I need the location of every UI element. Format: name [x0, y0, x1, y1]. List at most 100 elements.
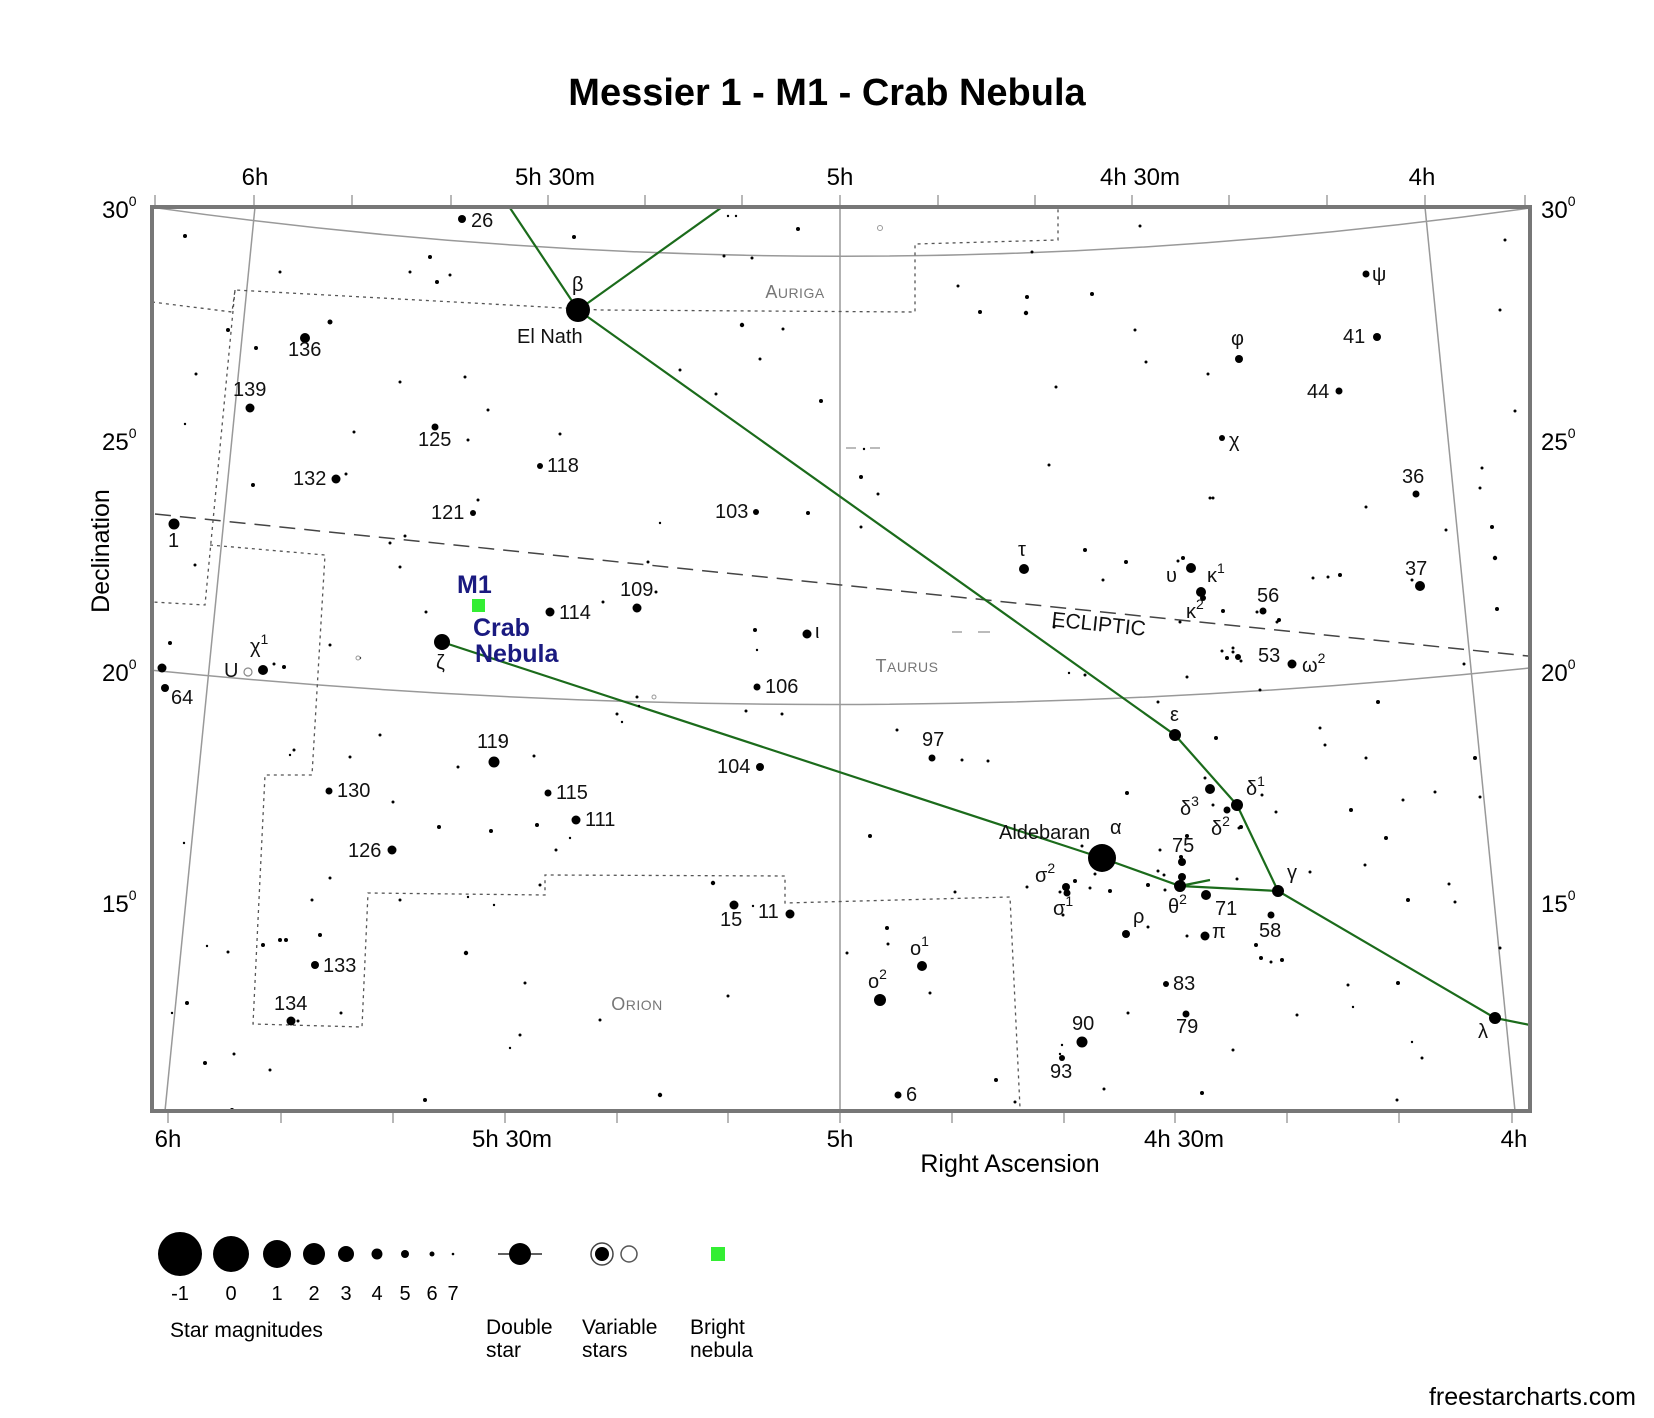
star-44: [1335, 387, 1343, 395]
star-label-n126: 126: [348, 840, 381, 862]
star-label-n26: 26: [471, 210, 493, 232]
axis-ticks: [154, 195, 1526, 1123]
star-label-sup-o2: 2: [879, 966, 887, 982]
star-label-n41: 41: [1343, 326, 1365, 348]
star-label-n97: 97: [922, 729, 944, 751]
star-label-u_ori: U: [224, 660, 238, 682]
star-label-chi1_ori: χ1: [250, 631, 269, 658]
star-125: [431, 423, 439, 431]
star-u-ori: [243, 667, 253, 677]
legend-magnitude-dots: [158, 1232, 455, 1276]
star-label-rho: ρ: [1133, 906, 1144, 928]
dec-left-15: 150: [102, 887, 137, 918]
star-alpha: [1088, 844, 1116, 872]
constellation-label-orion: ORION: [611, 994, 663, 1014]
chart-frame: [150, 205, 1532, 1113]
ra-top-4h: 4h: [1409, 164, 1436, 191]
star-53: [1235, 654, 1241, 660]
star-sigma2: [1062, 883, 1070, 891]
star-1: [168, 518, 180, 530]
star-133: [311, 961, 319, 969]
star-kappa1: [1196, 587, 1206, 597]
dec-right-25: 250: [1541, 425, 1576, 456]
star-delta2: [1223, 806, 1231, 814]
ra-bottom-6h: 6h: [155, 1126, 182, 1153]
star-pi: [1200, 931, 1210, 941]
star-label-n93: 93: [1050, 1061, 1072, 1083]
star-label-sup-theta2: 2: [1179, 891, 1187, 907]
star-label-n37: 37: [1405, 558, 1427, 580]
star-93: [1059, 1055, 1065, 1061]
star-label-omega2: ω2: [1302, 650, 1326, 677]
star-119: [488, 756, 500, 768]
labeled-stars: [157, 215, 1501, 1099]
constellation-label-auriga: AURIGA: [765, 282, 825, 302]
star-label-n104: 104: [717, 756, 750, 778]
credit-text[interactable]: freestarcharts.com: [1429, 1383, 1636, 1411]
star-label-sup-o1: 1: [921, 933, 929, 949]
star-label-n121: 121: [431, 502, 464, 524]
star-label-n56: 56: [1257, 585, 1279, 607]
star-136: [300, 333, 310, 343]
star-label-chi_tau: χ: [1229, 430, 1240, 452]
star-label-kappa1: κ1: [1207, 560, 1225, 587]
star-label-epsilon: ε: [1170, 704, 1179, 726]
star-90: [1076, 1036, 1088, 1048]
map-area: AURIGA TAURUS ORION ECLIPTIC M1 Crab Neb…: [152, 207, 1530, 1111]
star-label-sup-kappa2: 2: [1196, 596, 1204, 612]
legend-magnitude-label: -1: [171, 1283, 189, 1305]
star-58: [1267, 911, 1275, 919]
chart-title: Messier 1 - M1 - Crab Nebula: [568, 72, 1086, 114]
ra-top-5h: 5h: [827, 164, 854, 191]
star-rho: [1122, 930, 1130, 938]
star-97: [928, 754, 936, 762]
star-label-delta2: δ2: [1211, 813, 1230, 840]
star-label-n130: 130: [337, 780, 370, 802]
star-delta1: [1231, 799, 1243, 811]
ra-top-5h30m: 5h 30m: [515, 164, 595, 191]
ra-top-6h: 6h: [242, 164, 269, 191]
star-label-n64: 64: [171, 687, 193, 709]
variable-hollow-stars: [355, 225, 883, 700]
ra-grid-4h: [1424, 207, 1516, 1111]
star-6: [894, 1091, 902, 1099]
ra-grid-6h: [164, 207, 256, 1111]
ecliptic-line: [154, 513, 1529, 657]
star-label-lambda: λ: [1478, 1021, 1488, 1043]
star-theta2: [1174, 880, 1186, 892]
star-132: [331, 474, 341, 484]
star-label-gamma: γ: [1287, 862, 1297, 884]
ra-bottom-4h: 4h: [1501, 1126, 1528, 1153]
star-label-delta3: δ3: [1180, 793, 1199, 820]
star-label-n15: 15: [720, 909, 742, 931]
star-psi: [1362, 270, 1370, 278]
legend-magnitude-labels: -1 0 1 2 3 4 5 6 7: [171, 1283, 458, 1305]
background-stars: [168, 214, 1517, 1111]
star-label-o2: o2: [868, 966, 887, 993]
star-41: [1373, 333, 1381, 341]
star-gamma: [1272, 885, 1284, 897]
legend-magnitude-label: 2: [308, 1283, 319, 1305]
star-label-tau: τ: [1018, 539, 1026, 561]
star-iota: [802, 629, 812, 639]
legend-magnitude-label: 7: [447, 1283, 458, 1305]
ra-bottom-5h: 5h: [827, 1126, 854, 1153]
dec-left-30: 300: [102, 193, 137, 224]
star-64: [161, 684, 169, 692]
star-104: [756, 763, 764, 771]
legend-double-star-dot: [509, 1243, 531, 1265]
star-103: [753, 509, 759, 515]
legend-magnitudes-title: Star magnitudes: [170, 1319, 323, 1342]
legend-double-line1: Double: [486, 1316, 553, 1339]
star-83: [1163, 981, 1169, 987]
star-zeta: [434, 634, 450, 650]
star-label-n109: 109: [620, 579, 653, 601]
star-label-sup-delta1: 1: [1257, 773, 1265, 789]
star-15: [729, 900, 739, 910]
star-label-sup-omega2: 2: [1318, 650, 1326, 666]
star-79: [1182, 1010, 1190, 1018]
dec-left-25: 250: [102, 425, 137, 456]
star-label-n106: 106: [765, 676, 798, 698]
star-label-n1: 1: [168, 530, 179, 552]
m1-nebula-marker[interactable]: [472, 599, 485, 612]
